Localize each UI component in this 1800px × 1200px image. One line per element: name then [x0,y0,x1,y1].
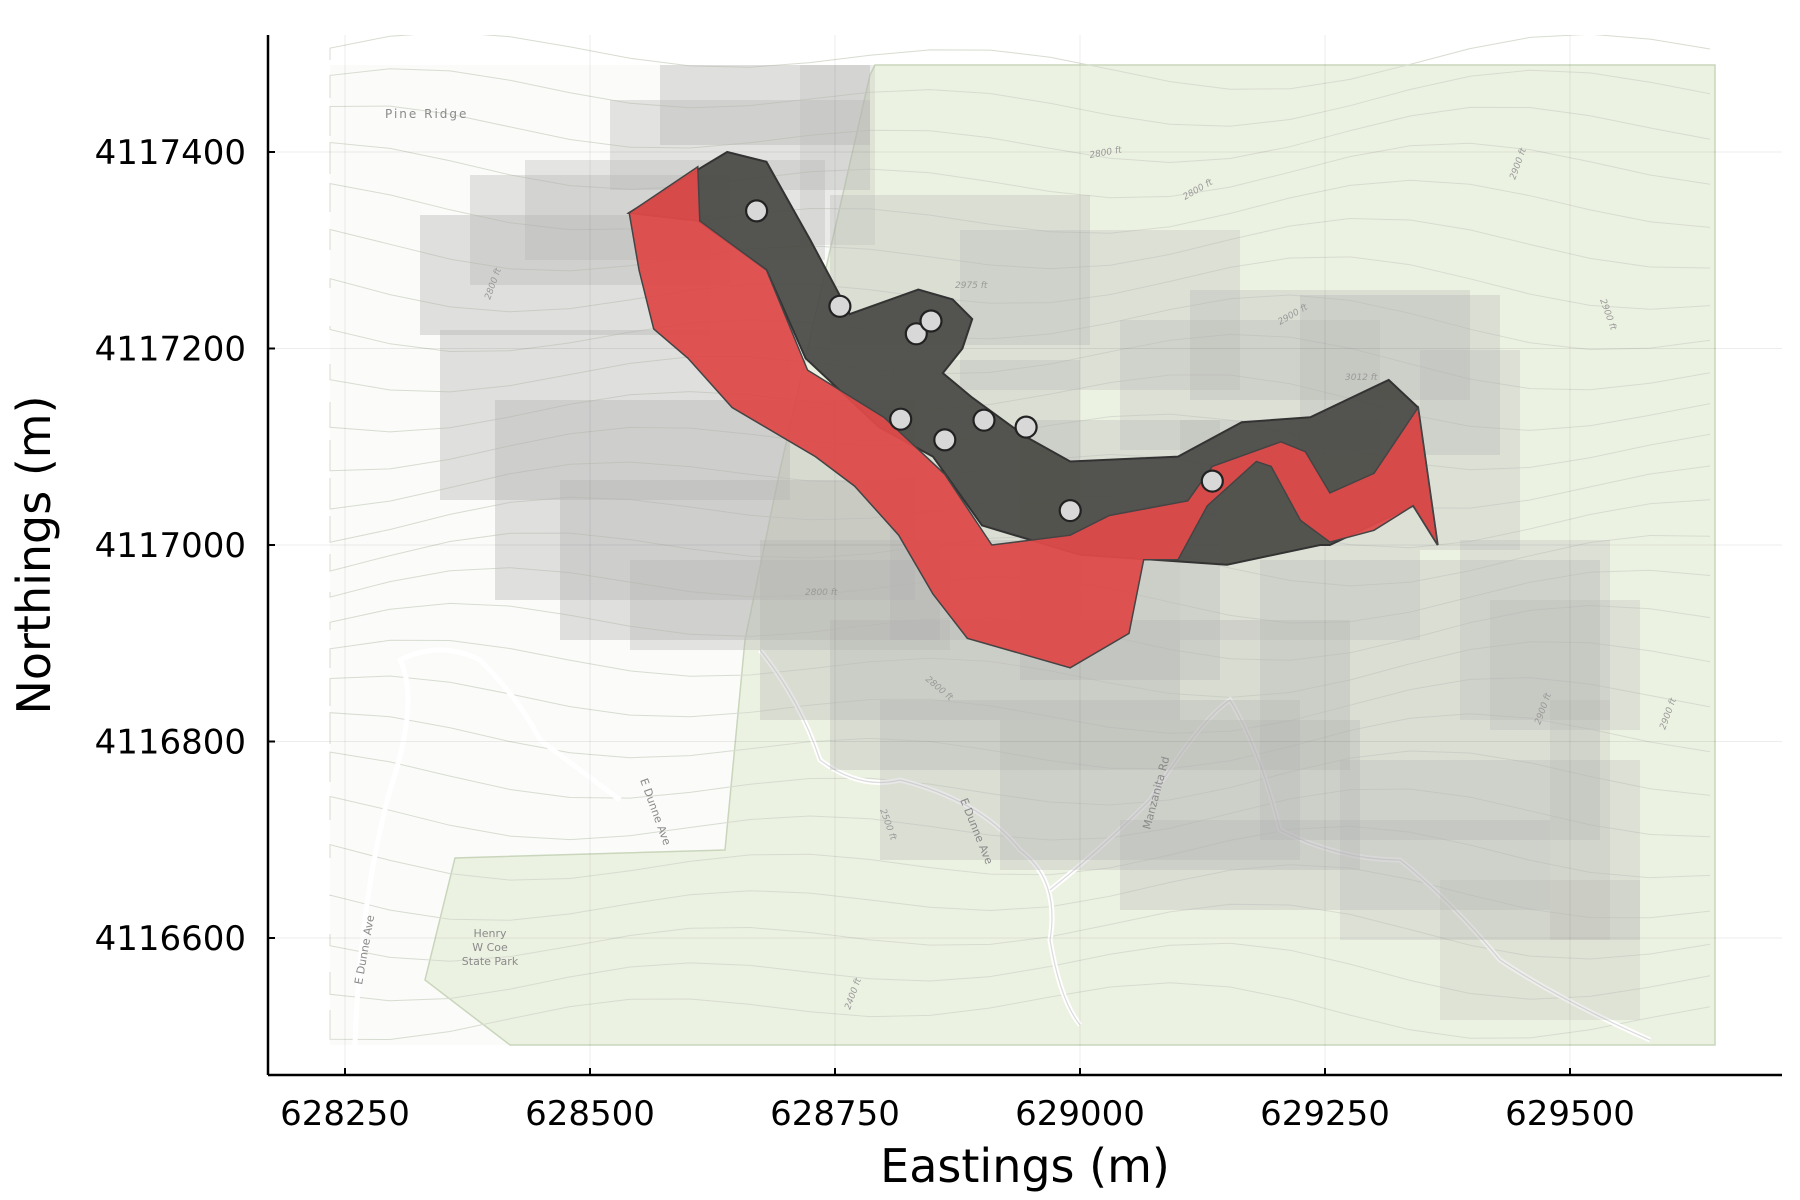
red-zone-polygon [628,165,1439,669]
x-tick-label: 629250 [1260,1094,1390,1134]
contour-line [329,256,1711,313]
shading-block [800,65,875,245]
sample-point [1014,415,1038,439]
sample-points [744,199,1224,523]
pine-ridge-label: Pine Ridge [385,107,468,121]
road-edges [759,649,1651,1041]
contour-line [329,532,1711,587]
contour-line [329,217,1711,272]
x-tick-label: 629000 [1015,1094,1145,1134]
x-tick-label: 629500 [1505,1094,1635,1134]
sample-point [972,408,996,432]
y-tick-label: 4117400 [95,133,246,173]
sample-point [889,407,913,431]
sample-point [919,309,943,333]
contour-line [329,374,1711,433]
shading-block [1440,880,1640,1020]
sample-point [828,294,852,318]
contour-line [329,68,1711,127]
contour-line [329,105,1711,164]
shading-block [1490,600,1640,730]
contour-label-6: 2800 ft [805,588,838,598]
x-tick-label: 628750 [770,1094,900,1134]
y-tick-label: 4116800 [95,723,246,763]
contour-line [329,750,1711,806]
contour-line [329,141,1711,199]
sample-point [904,322,928,346]
shading-block [1340,760,1640,940]
sample-point [933,428,957,452]
shading-block [1190,290,1470,400]
shading-block [1550,700,1610,940]
y-tick-label: 4117000 [95,526,246,566]
x-tick-label: 628500 [525,1094,655,1134]
contour-line [329,982,1711,1041]
park-label-1: Henry [473,927,507,940]
sample-point [1058,499,1082,523]
contour-line [329,35,1711,90]
shading-block [1460,540,1610,720]
x-axis-ticks: 628250 628500 628750 629000 629250 629500 [280,1068,1635,1134]
contour-lines [329,35,1711,1041]
shading-block [1000,720,1360,870]
x-axis-label: Eastings (m) [880,1139,1170,1193]
shading-block [880,700,1300,860]
contour-line [329,864,1711,921]
sample-point [744,199,769,223]
elevation-label-2: 3012 ft [1345,373,1378,383]
contour-line [329,333,1711,393]
contour-line [329,788,1711,841]
y-axis-label: Northings (m) [7,395,61,714]
contour-line [329,903,1711,962]
park-label-3: State Park [462,955,519,968]
y-tick-label: 4117200 [95,330,246,370]
shading-block [660,65,870,145]
y-tick-label: 4116600 [95,919,246,959]
shading-block [1420,350,1520,550]
shading-block [1120,820,1550,910]
y-axis-ticks: 4116600 4116800 4117000 4117200 4117400 [95,133,275,959]
shading-block [1260,560,1600,840]
contour-line [329,712,1711,770]
shading-block [960,230,1240,390]
park-label-2: W Coe [472,941,508,954]
elevation-label-1: 2975 ft [955,281,988,291]
contour-line [329,294,1711,353]
contour-line [329,825,1711,881]
topographic-basemap: Pine Ridge Henry W Coe State Park E Dunn… [329,35,1716,1046]
x-tick-label: 628250 [280,1094,410,1134]
contour-line [329,179,1711,234]
contour-line [329,942,1711,1002]
shading-block [630,560,950,650]
sample-point [1200,469,1224,493]
contour-line [329,639,1711,698]
